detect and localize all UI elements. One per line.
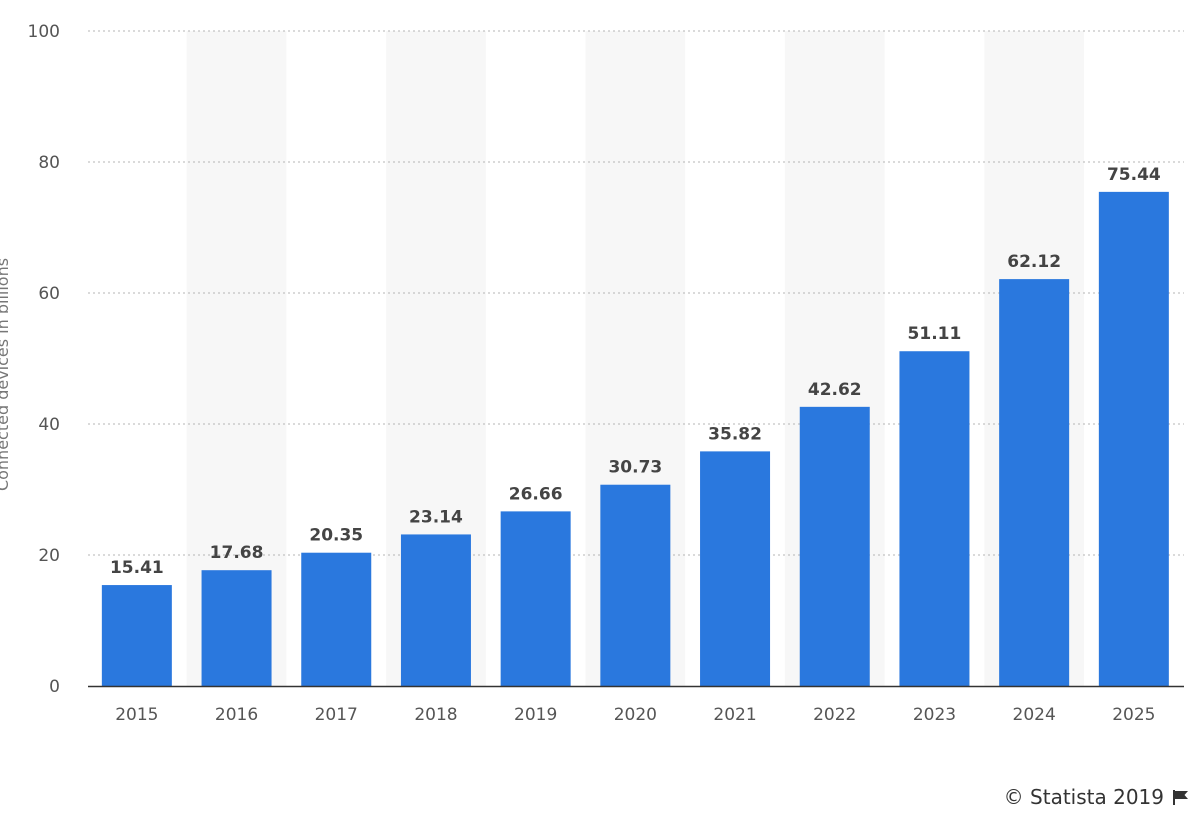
bar-2025[interactable] [1098, 191, 1169, 687]
x-tick-labels: 2015 2016 2017 2018 2019 2020 2021 2022 2023 2024… [115, 705, 1155, 725]
data-label-2023: 51.11 [908, 324, 962, 344]
y-axis-title: Connected devices in billions [0, 258, 12, 491]
y-tick-label: 100 [28, 22, 60, 42]
x-tick-label-2016: 2016 [215, 705, 258, 725]
data-label-2020: 30.73 [608, 458, 662, 478]
bars [101, 191, 1169, 687]
data-label-2024: 62.12 [1007, 252, 1061, 272]
bar-2022[interactable] [799, 406, 870, 686]
x-tick-label-2017: 2017 [315, 705, 358, 725]
bar-2017[interactable] [301, 552, 372, 686]
statista-credit[interactable]: © Statista 2019 [1004, 783, 1190, 811]
x-tick-label-2023: 2023 [913, 705, 956, 725]
y-tick-label: 20 [38, 546, 60, 566]
x-tick-label-2019: 2019 [514, 705, 557, 725]
bar-2018[interactable] [400, 534, 471, 686]
data-labels: 15.41 17.68 20.35 23.14 26.66 30.73 35.82 42.62… [110, 165, 1161, 578]
data-label-2025: 75.44 [1107, 165, 1161, 185]
bar-2016[interactable] [201, 570, 272, 686]
data-label-2016: 17.68 [210, 543, 264, 563]
y-tick-label: 60 [38, 284, 60, 304]
data-label-2021: 35.82 [708, 424, 762, 444]
x-tick-label-2018: 2018 [414, 705, 457, 725]
bar-2019[interactable] [500, 511, 571, 686]
y-tick-label: 40 [38, 415, 60, 435]
data-label-2017: 20.35 [309, 526, 363, 546]
data-label-2015: 15.41 [110, 558, 164, 578]
credit-text: © Statista 2019 [1003, 785, 1164, 809]
bar-2021[interactable] [700, 451, 771, 686]
y-tick-label: 80 [38, 153, 60, 173]
bar-2024[interactable] [999, 279, 1070, 686]
x-tick-label-2021: 2021 [713, 705, 756, 725]
data-label-2022: 42.62 [808, 380, 862, 400]
x-tick-label-2015: 2015 [115, 705, 158, 725]
y-tick-label: 0 [49, 677, 60, 697]
y-tick-labels: 0 20 40 60 80 100 [28, 22, 60, 697]
bar-2023[interactable] [899, 351, 970, 686]
bar-2020[interactable] [600, 484, 671, 686]
x-tick-label-2024: 2024 [1013, 705, 1056, 725]
data-label-2019: 26.66 [509, 484, 563, 504]
bar-2015[interactable] [101, 585, 172, 686]
data-label-2018: 23.14 [409, 507, 463, 527]
x-tick-label-2022: 2022 [813, 705, 856, 725]
x-tick-label-2020: 2020 [614, 705, 657, 725]
flag-icon[interactable] [1172, 788, 1190, 806]
x-tick-label-2025: 2025 [1112, 705, 1155, 725]
